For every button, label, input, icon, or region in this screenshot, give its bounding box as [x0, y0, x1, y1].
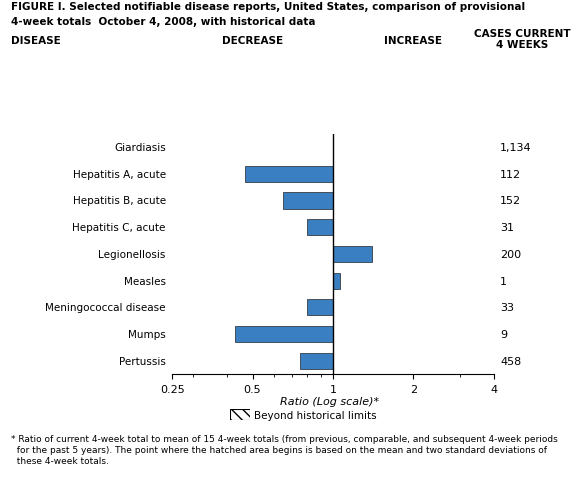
Text: Hepatitis A, acute: Hepatitis A, acute: [73, 169, 166, 180]
Text: 9: 9: [500, 329, 507, 339]
Text: 112: 112: [500, 169, 521, 180]
Text: Legionellosis: Legionellosis: [98, 250, 166, 259]
Text: Hepatitis C, acute: Hepatitis C, acute: [72, 223, 166, 233]
Bar: [333, 273, 340, 289]
Text: these 4-week totals.: these 4-week totals.: [11, 456, 110, 466]
Text: FIGURE I. Selected notifiable disease reports, United States, comparison of prov: FIGURE I. Selected notifiable disease re…: [11, 2, 526, 12]
Text: 33: 33: [500, 303, 514, 313]
Text: 200: 200: [500, 250, 521, 259]
Bar: [307, 220, 333, 236]
Text: 1: 1: [500, 276, 507, 286]
Text: 4-week totals  October 4, 2008, with historical data: 4-week totals October 4, 2008, with hist…: [11, 17, 316, 27]
Text: Meningococcal disease: Meningococcal disease: [45, 303, 166, 313]
Text: 458: 458: [500, 356, 521, 366]
Text: for the past 5 years). The point where the hatched area begins is based on the m: for the past 5 years). The point where t…: [11, 445, 548, 455]
Text: Hepatitis B, acute: Hepatitis B, acute: [73, 196, 166, 206]
Text: 31: 31: [500, 223, 514, 233]
Bar: [333, 246, 372, 263]
Bar: [283, 193, 333, 209]
Text: 152: 152: [500, 196, 521, 206]
Text: DECREASE: DECREASE: [222, 36, 283, 46]
Text: Beyond historical limits: Beyond historical limits: [254, 410, 377, 420]
Text: Pertussis: Pertussis: [119, 356, 166, 366]
Text: * Ratio of current 4-week total to mean of 15 4-week totals (from previous, comp: * Ratio of current 4-week total to mean …: [11, 434, 559, 444]
Text: 1,134: 1,134: [500, 143, 532, 153]
Text: Mumps: Mumps: [128, 329, 166, 339]
Text: CASES CURRENT
4 WEEKS: CASES CURRENT 4 WEEKS: [474, 29, 571, 50]
Text: INCREASE: INCREASE: [384, 36, 443, 46]
Bar: [235, 326, 333, 342]
Bar: [300, 353, 333, 369]
Text: Ratio (Log scale)*: Ratio (Log scale)*: [281, 396, 379, 406]
Text: Giardiasis: Giardiasis: [114, 143, 166, 153]
Bar: [246, 167, 333, 182]
Bar: [307, 300, 333, 316]
Text: Measles: Measles: [124, 276, 166, 286]
Text: DISEASE: DISEASE: [11, 36, 61, 46]
